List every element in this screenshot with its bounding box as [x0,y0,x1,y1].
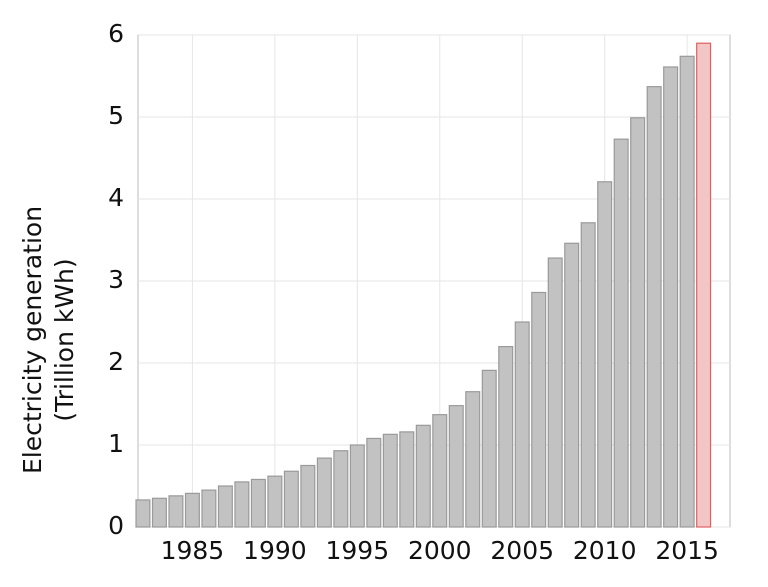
bar [498,346,514,528]
bar [613,138,629,528]
bar [679,55,695,528]
bar [580,222,596,528]
y-tick-label: 1 [108,429,124,458]
bar [283,470,299,528]
x-tick-label: 2005 [490,536,554,565]
bar [168,495,184,528]
x-tick-label: 1985 [161,536,225,565]
y-axis-label-line: (Trillion kWh) [50,258,79,421]
bar [349,444,365,528]
bar [333,450,349,528]
bar [448,405,464,528]
x-tick-label: 2000 [408,536,472,565]
y-tick-label: 2 [108,347,124,376]
bar [663,66,679,528]
bar [415,424,431,528]
bar [564,242,580,528]
bar [267,475,283,528]
bar [597,181,613,528]
y-axis-label: Electricity generation (Trillion kWh) [18,206,79,474]
y-tick-label: 5 [108,101,124,130]
bar [366,437,382,528]
bar [531,291,547,528]
y-tick-label: 6 [108,19,124,48]
bar [696,42,712,528]
y-axis-label-line: Electricity generation [18,206,47,474]
y-tick-label: 4 [108,183,124,212]
bar [250,478,266,528]
bar [184,492,200,528]
bar [135,499,151,528]
bar [646,86,662,528]
y-tick-label: 0 [108,511,124,540]
bar [217,485,233,528]
bar [382,433,398,528]
bar [432,414,448,528]
x-tick-label: 2010 [573,536,637,565]
bar [547,257,563,528]
y-tick-label: 3 [108,265,124,294]
x-tick-label: 1990 [243,536,307,565]
x-tick-label: 1995 [326,536,390,565]
bar [151,497,167,528]
bar [514,321,530,528]
bar [465,391,481,528]
bar [630,117,646,528]
bar [316,457,332,528]
bar [201,489,217,528]
bar [481,369,497,528]
x-tick-label: 2015 [655,536,719,565]
bar [234,481,250,528]
bar [399,431,415,528]
bar [300,464,316,528]
